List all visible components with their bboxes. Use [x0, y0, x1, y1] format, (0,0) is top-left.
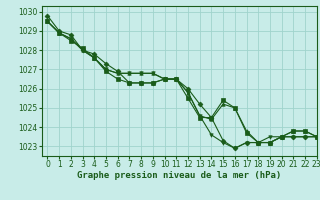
- X-axis label: Graphe pression niveau de la mer (hPa): Graphe pression niveau de la mer (hPa): [77, 171, 281, 180]
